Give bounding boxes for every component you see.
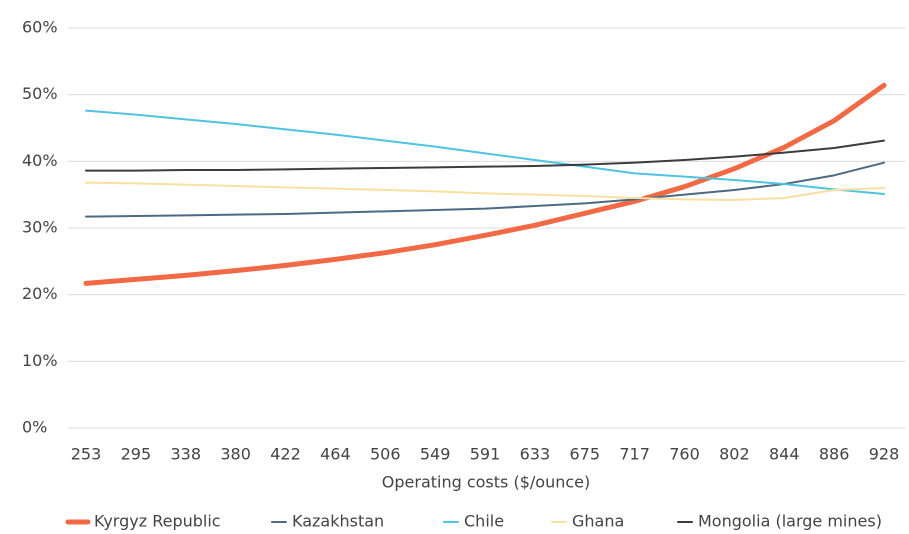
line-series [85, 161, 885, 218]
x-tick-label: 380 [220, 445, 251, 464]
legend-label: Chile [464, 512, 504, 531]
y-tick-label: 10% [22, 351, 58, 370]
x-tick-label: 464 [320, 445, 351, 464]
x-tick-label: 295 [121, 445, 152, 464]
legend-label: Mongolia (large mines) [698, 512, 882, 531]
y-tick-label: 60% [22, 18, 58, 37]
line-series [85, 109, 885, 195]
y-tick-label: 0% [22, 418, 47, 437]
y-tick-label: 20% [22, 284, 58, 303]
x-tick-label: 802 [719, 445, 750, 464]
line-series [85, 181, 885, 201]
x-tick-label: 928 [869, 445, 900, 464]
x-tick-label: 549 [420, 445, 451, 464]
x-tick-label: 760 [669, 445, 700, 464]
legend-label: Kazakhstan [292, 512, 384, 531]
legend-label: Kyrgyz Republic [94, 512, 221, 531]
x-tick-label: 886 [819, 445, 850, 464]
x-tick-label: 506 [370, 445, 401, 464]
x-axis-label: Operating costs ($/ounce) [382, 473, 590, 492]
line-series [83, 82, 887, 286]
y-tick-label: 50% [22, 84, 58, 103]
x-tick-label: 717 [619, 445, 650, 464]
x-tick-label: 591 [470, 445, 501, 464]
x-tick-label: 675 [569, 445, 600, 464]
legend-label: Ghana [572, 512, 624, 531]
x-tick-label: 338 [170, 445, 201, 464]
y-tick-label: 40% [22, 151, 58, 170]
x-tick-label: 422 [270, 445, 301, 464]
y-tick-label: 30% [22, 218, 58, 237]
x-tick-label: 253 [71, 445, 102, 464]
x-tick-label: 844 [769, 445, 800, 464]
line-series [85, 139, 885, 172]
x-tick-label: 633 [520, 445, 551, 464]
